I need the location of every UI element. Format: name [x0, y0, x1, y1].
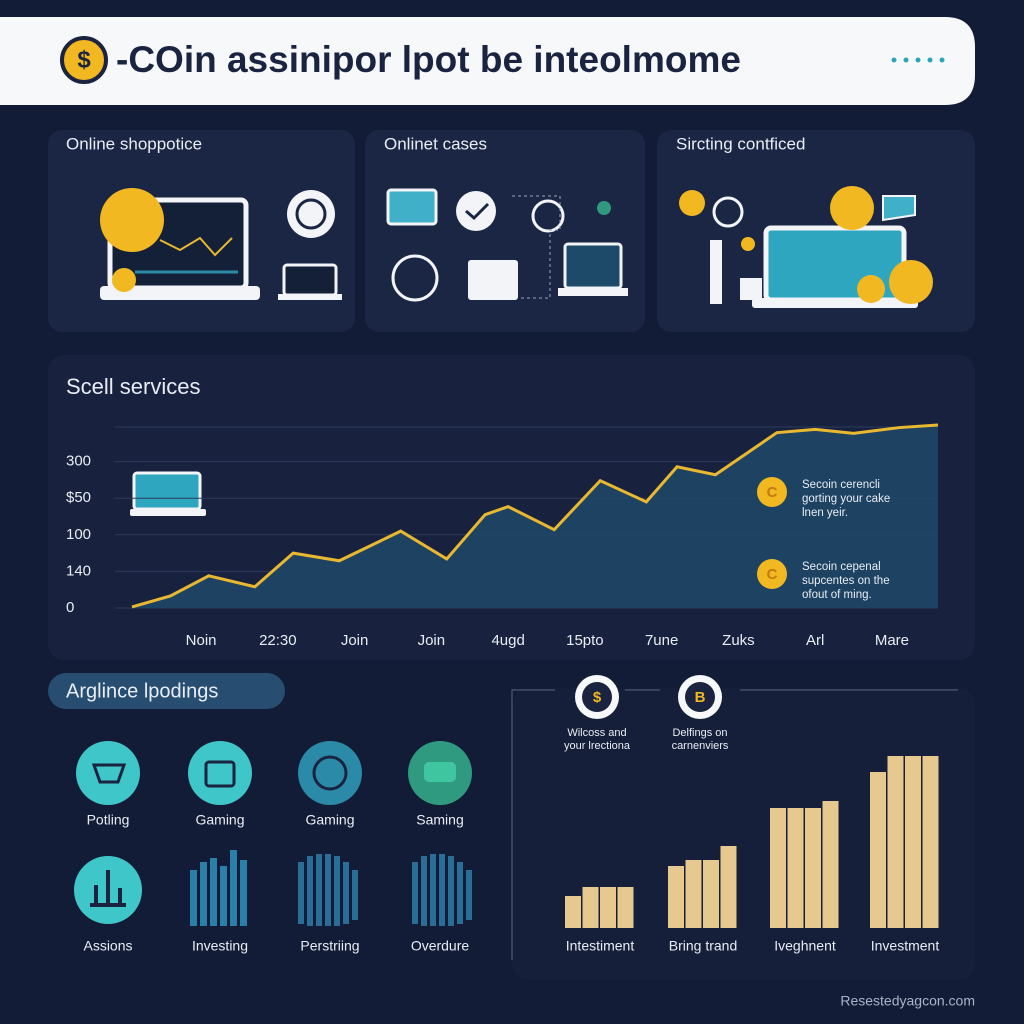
bar	[565, 896, 581, 928]
header-coin-symbol: $	[77, 46, 91, 73]
annotation-text: Secoin cepenal	[802, 561, 881, 573]
bar	[822, 801, 839, 928]
chart-title: Scell services	[66, 374, 200, 399]
feature-label: Gaming	[305, 812, 354, 828]
x-tick-label: Noin	[186, 632, 217, 649]
bar	[600, 887, 616, 928]
line	[131, 423, 939, 609]
feature-labels: Potling Gaming Gaming Saming Assions Investin…	[83, 812, 469, 954]
panel-title: Sircting contficed	[676, 134, 805, 153]
panel-title: Online shoppotice	[66, 134, 202, 153]
feature-label: Perstriing	[300, 938, 359, 954]
bar	[617, 887, 634, 928]
y-tick-label: 100	[66, 526, 91, 543]
feature-label: Assions	[83, 938, 132, 954]
area	[132, 425, 938, 608]
callout-text: Delfings on	[672, 727, 727, 739]
feature-icons	[74, 741, 472, 926]
annotation-coin	[757, 559, 787, 589]
feature-label: Investing	[192, 938, 248, 954]
y-tick-label: 0	[66, 599, 74, 616]
x-tick-label: Join	[341, 632, 369, 649]
panel	[365, 130, 645, 332]
bar	[770, 808, 786, 928]
callout-coin-inner	[685, 682, 715, 712]
bar	[720, 846, 737, 928]
header-bar	[0, 17, 975, 105]
x-tick-label: 7une	[645, 632, 678, 649]
header-title: -COin assinipor lpot be inteolmome	[116, 39, 741, 80]
header-dots	[891, 57, 945, 63]
bar	[703, 860, 719, 928]
y-tick-label: $50	[66, 489, 91, 506]
header-coin	[60, 36, 108, 84]
bar	[922, 756, 939, 928]
panel-illustration	[100, 186, 933, 308]
bar-frame	[511, 689, 555, 960]
features-title: Arglince lpodings	[66, 680, 218, 702]
x-tick-label: Bring trand	[669, 938, 737, 954]
x-tick-label: 15pto	[566, 632, 604, 649]
x-tick-label: Investment	[871, 938, 940, 954]
y-tick-label: 300	[66, 453, 91, 470]
feature-label: Gaming	[195, 812, 244, 828]
chart-layer: 0 140 100 $50 300 Noin 22:30 Join Join 4ugd 15pto 7…	[66, 423, 939, 649]
y-tick-label: 140	[66, 562, 91, 579]
callout-text: your lrectiona	[564, 740, 631, 752]
callout-icon: $	[593, 689, 602, 706]
bar	[870, 772, 886, 928]
chart-laptop	[130, 471, 206, 516]
callout-icon: B	[695, 689, 706, 706]
x-tick-label: Iveghnent	[774, 938, 836, 954]
x-tick-label: Mare	[875, 632, 909, 649]
annotation-text: Secoin cerencli	[802, 479, 880, 491]
annotation-text: lnen yeir.	[802, 507, 848, 519]
callout-coin-inner	[582, 682, 612, 712]
bar	[887, 756, 904, 928]
annotation-coin	[757, 477, 787, 507]
bar	[685, 860, 702, 928]
panel-title: Onlinet cases	[384, 134, 487, 153]
callout-text: Wilcoss and	[567, 727, 626, 739]
x-tick-label: Zuks	[722, 632, 755, 649]
bar	[582, 887, 599, 928]
bar	[787, 808, 804, 928]
annotation-text: ofout of ming.	[802, 589, 872, 601]
callout-text: carnenviers	[672, 740, 729, 752]
feature-label: Overdure	[411, 938, 470, 954]
feature-label: Saming	[416, 812, 463, 828]
x-tick-label: 4ugd	[491, 632, 524, 649]
annotation-text: supcentes on the	[802, 575, 890, 587]
bar	[905, 756, 921, 928]
x-tick-label: Intestiment	[566, 938, 635, 954]
bar	[805, 808, 821, 928]
annotation-icon: C	[767, 566, 778, 583]
annotation-icon: C	[767, 484, 778, 501]
features-pill	[48, 673, 285, 709]
bar-layer: Intestiment Bring trand Iveghnent Investmen…	[564, 675, 939, 954]
annotation-text: gorting your cake	[802, 493, 890, 505]
feature-label: Potling	[87, 812, 130, 828]
x-tick-label: Join	[418, 632, 446, 649]
x-tick-label: 22:30	[259, 632, 297, 649]
x-tick-label: Arl	[806, 632, 824, 649]
footer: Resestedyagcon.com	[840, 993, 975, 1009]
bar	[668, 866, 684, 928]
